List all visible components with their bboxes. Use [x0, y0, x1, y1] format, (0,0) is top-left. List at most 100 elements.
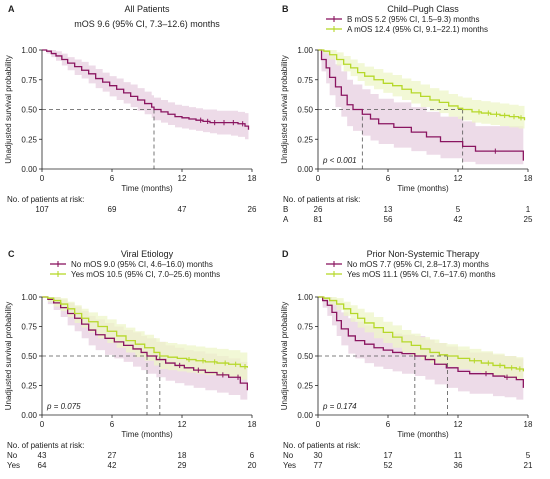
ci-band — [318, 50, 524, 168]
survival-curve — [42, 296, 248, 368]
x-tick-label: 0 — [316, 420, 321, 429]
y-tick-label: 0.25 — [21, 382, 37, 391]
y-tick-label: 0.25 — [297, 135, 313, 144]
risk-count: 81 — [314, 215, 323, 224]
risk-table-title: No. of patients at risk: — [7, 441, 84, 450]
risk-count: 77 — [314, 461, 323, 470]
panel-a: A All Patients mOS 9.6 (95% CI, 7.3–12.6) … — [4, 4, 257, 214]
y-tick-label: 0.50 — [21, 352, 37, 361]
risk-count: 42 — [108, 461, 117, 470]
y-tick-label: 1.00 — [21, 46, 37, 55]
x-tick-label: 12 — [178, 420, 187, 429]
y-tick-label: 0.00 — [21, 411, 37, 420]
x-tick-label: 6 — [386, 174, 391, 183]
risk-count: 6 — [250, 451, 255, 460]
risk-row-label: Yes — [283, 461, 296, 470]
risk-count: 64 — [38, 461, 47, 470]
y-tick-label: 0.00 — [297, 165, 313, 174]
legend-label: Yes mOS 10.5 (95% CI, 7.0–25.6) months — [71, 270, 220, 279]
risk-row-label: No — [7, 451, 18, 460]
risk-row-label: No — [283, 451, 294, 460]
risk-table-title: No. of patients at risk: — [283, 195, 360, 204]
y-tick-label: 1.00 — [297, 46, 313, 55]
risk-count: 42 — [454, 215, 463, 224]
legend-label: No mOS 7.7 (95% CI, 2.8–17.3) months — [347, 260, 489, 269]
y-tick-label: 1.00 — [21, 293, 37, 302]
ci-band — [318, 50, 525, 131]
x-tick-label: 6 — [110, 174, 115, 183]
panel-letter: D — [282, 249, 289, 259]
ci-band — [318, 297, 524, 384]
legend-label: B mOS 5.2 (95% CI, 1.5–9.3) months — [347, 15, 480, 24]
risk-count: 52 — [384, 461, 393, 470]
survival-curve — [318, 296, 524, 388]
x-axis-label: Time (months) — [121, 430, 173, 439]
x-tick-label: 0 — [40, 174, 45, 183]
risk-table-title: No. of patients at risk: — [283, 441, 360, 450]
x-tick-label: 18 — [524, 174, 533, 183]
ci-band — [42, 50, 249, 143]
x-tick-label: 12 — [178, 174, 187, 183]
y-tick-label: 0.50 — [297, 106, 313, 115]
y-tick-label: 0.25 — [297, 382, 313, 391]
panel-title: All Patients — [124, 4, 170, 14]
panel-subtitle: mOS 9.6 (95% CI, 7.3–12.6) months — [74, 19, 220, 29]
risk-row-label: Yes — [7, 461, 20, 470]
risk-count: 5 — [526, 451, 531, 460]
y-axis-label: Unadjusted survival probability — [4, 55, 13, 164]
risk-count: 47 — [178, 205, 187, 214]
y-tick-label: 0.75 — [21, 76, 37, 85]
y-tick-label: 0.50 — [21, 106, 37, 115]
panel-letter: B — [282, 4, 289, 14]
y-axis-label: Unadjusted survival probability — [4, 302, 13, 411]
x-tick-label: 18 — [248, 420, 257, 429]
risk-row-label: B — [283, 205, 288, 214]
risk-count: 13 — [384, 205, 393, 214]
y-axis-label: Unadjusted survival probability — [280, 302, 289, 411]
x-tick-label: 12 — [454, 174, 463, 183]
y-tick-label: 0.75 — [21, 323, 37, 332]
legend-label: Yes mOS 11.1 (95% CI, 7.6–17.6) months — [347, 270, 496, 279]
panel-title: Viral Etiology — [121, 249, 174, 259]
x-tick-label: 0 — [316, 174, 321, 183]
risk-count: 30 — [314, 451, 323, 460]
x-axis-label: Time (months) — [121, 184, 173, 193]
y-tick-label: 0.75 — [297, 323, 313, 332]
survival-curve — [42, 296, 248, 391]
x-tick-label: 18 — [524, 420, 533, 429]
risk-count: 25 — [524, 215, 533, 224]
survival-curve — [42, 49, 250, 130]
risk-count: 56 — [384, 215, 393, 224]
x-tick-label: 0 — [40, 420, 45, 429]
risk-count: 26 — [248, 205, 257, 214]
risk-count: 1 — [526, 205, 531, 214]
x-axis-label: Time (months) — [397, 184, 449, 193]
panel-title: Child–Pugh Class — [387, 4, 459, 14]
risk-count: 107 — [35, 205, 49, 214]
x-tick-label: 6 — [386, 420, 391, 429]
risk-count: 26 — [314, 205, 323, 214]
panel-letter: C — [8, 249, 15, 259]
risk-count: 43 — [38, 451, 47, 460]
survival-curve — [318, 49, 526, 121]
y-tick-label: 0.50 — [297, 352, 313, 361]
y-tick-label: 1.00 — [297, 293, 313, 302]
y-tick-label: 0.00 — [21, 165, 37, 174]
y-tick-label: 0.00 — [297, 411, 313, 420]
x-tick-label: 12 — [454, 420, 463, 429]
risk-count: 17 — [384, 451, 393, 460]
risk-count: 36 — [454, 461, 463, 470]
risk-count: 69 — [108, 205, 117, 214]
y-tick-label: 0.75 — [297, 76, 313, 85]
survival-curve — [318, 49, 524, 161]
p-value: p = 0.174 — [322, 402, 357, 411]
risk-table-title: No. of patients at risk: — [7, 195, 84, 204]
panel-letter: A — [8, 4, 15, 14]
risk-count: 11 — [454, 451, 463, 460]
x-tick-label: 18 — [248, 174, 257, 183]
survival-curve — [318, 296, 524, 372]
